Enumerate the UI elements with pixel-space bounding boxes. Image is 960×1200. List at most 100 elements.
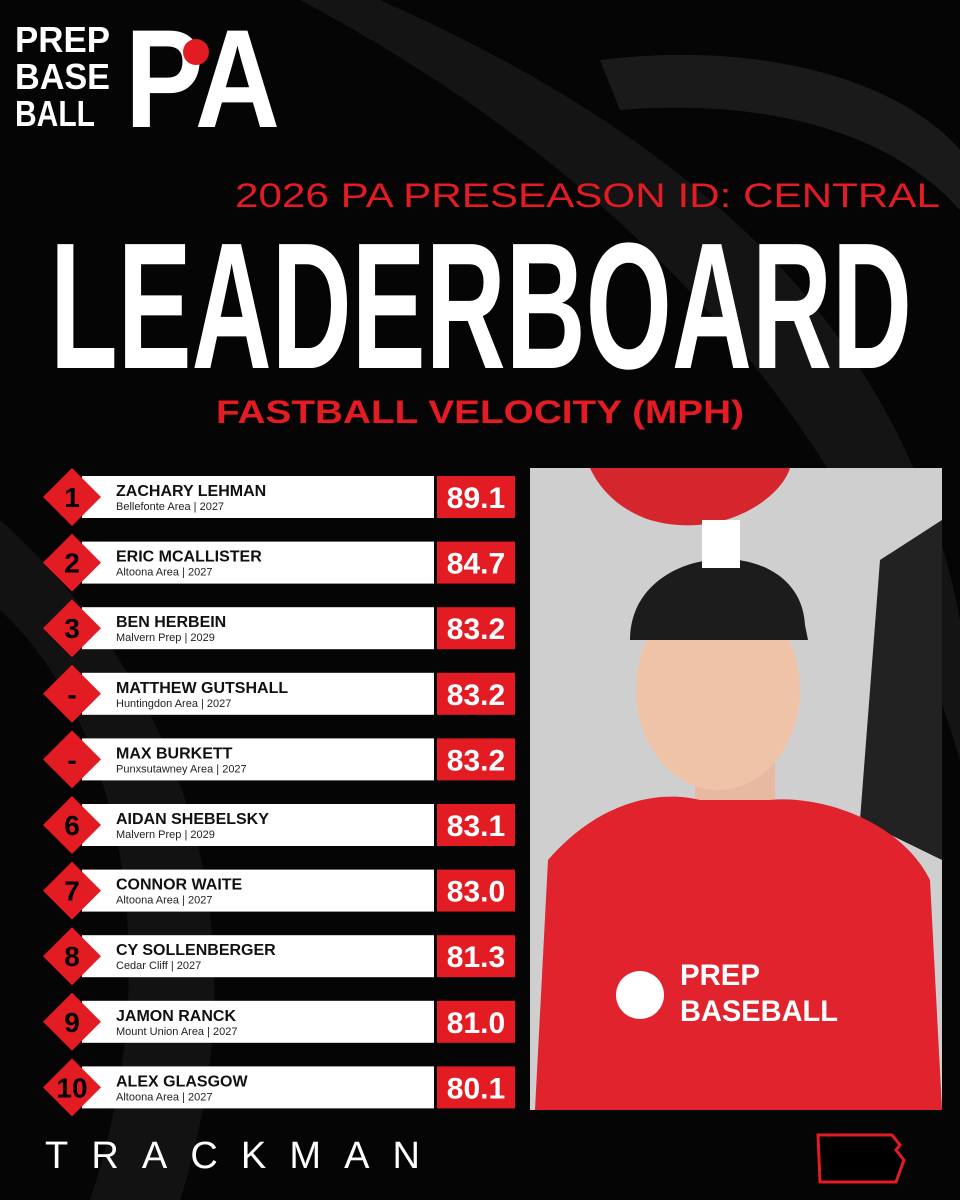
- rank: -: [67, 679, 76, 710]
- value-box: [437, 738, 515, 781]
- logo-line: BASE: [15, 56, 110, 97]
- rank: 3: [64, 613, 80, 644]
- player-name: ALEX GLASGOW: [116, 1073, 248, 1090]
- value-box: [437, 869, 515, 912]
- cap-logo: [702, 520, 740, 568]
- player-detail: Huntingdon Area | 2027: [116, 698, 231, 710]
- player-detail: Altoona Area | 2027: [116, 895, 212, 907]
- row-bar: [82, 672, 434, 715]
- rank-badge: [43, 468, 101, 526]
- state-icon: [816, 1133, 906, 1184]
- player-detail: Mount Union Area | 2027: [116, 1026, 238, 1038]
- row-bar: [82, 935, 434, 978]
- rank-badge: [43, 599, 101, 658]
- rank-badge: [43, 664, 101, 723]
- rank: 6: [64, 810, 80, 841]
- row-bar: [82, 738, 434, 781]
- player-name: ERIC MCALLISTER: [116, 549, 262, 566]
- title: LEADERBOARD: [50, 206, 912, 407]
- row-bar: [82, 869, 434, 912]
- player-name: AIDAN SHEBELSKY: [116, 811, 269, 828]
- row-bar: [82, 1000, 434, 1043]
- rank-badge: [43, 992, 101, 1051]
- rank: 9: [64, 1007, 80, 1038]
- backdrop-shape: [590, 468, 790, 526]
- value-box: [437, 804, 515, 846]
- player-name: JAMON RANCK: [116, 1008, 236, 1025]
- player-name: MATTHEW GUTSHALL: [116, 680, 288, 697]
- velocity: 84.7: [447, 548, 505, 581]
- player-name: CONNOR WAITE: [116, 877, 243, 894]
- rank: 7: [64, 876, 80, 907]
- player-detail: Malvern Prep | 2029: [116, 632, 215, 644]
- logo-line: PREP: [15, 19, 110, 60]
- velocity: 83.2: [447, 744, 505, 777]
- player-detail: Punxsutawney Area | 2027: [116, 763, 247, 775]
- player-detail: Altoona Area | 2027: [116, 1091, 212, 1103]
- logo-ball: [183, 39, 209, 65]
- velocity: 83.1: [447, 810, 505, 843]
- shirt-text: BASEBALL: [680, 995, 838, 1028]
- rank-badge: [43, 533, 101, 592]
- player-detail: Bellefonte Area | 2027: [116, 501, 224, 513]
- rank-badge: [43, 861, 101, 920]
- player-name: CY SOLLENBERGER: [116, 942, 276, 959]
- row-bar: [82, 1066, 434, 1109]
- player-detail: Cedar Cliff | 2027: [116, 960, 201, 972]
- row-bar: [82, 476, 434, 518]
- row-bar: [82, 607, 434, 650]
- player-detail: Altoona Area | 2027: [116, 567, 212, 579]
- rank: 2: [64, 548, 80, 579]
- background-swoosh: [600, 54, 960, 211]
- velocity: 83.2: [447, 679, 505, 712]
- velocity: 81.0: [447, 1007, 505, 1040]
- backdrop-shape: [860, 520, 942, 860]
- player-detail: Malvern Prep | 2029: [116, 829, 215, 841]
- rank-badge: [43, 1058, 101, 1117]
- event-name: 2026 PA PRESEASON ID: CENTRAL: [235, 177, 940, 215]
- background-swoosh: [300, 0, 960, 760]
- value-box: [437, 541, 515, 584]
- logo-line: BALL: [15, 93, 95, 134]
- player-photo: PREP BASEBALL: [530, 468, 942, 1110]
- velocity: 89.1: [447, 482, 505, 515]
- velocity: 83.0: [447, 876, 505, 909]
- value-box: [437, 935, 515, 978]
- player-name: BEN HERBEIN: [116, 614, 226, 631]
- rank: 8: [64, 941, 80, 972]
- value-box: [437, 607, 515, 650]
- velocity: 80.1: [447, 1072, 505, 1105]
- row-bar: [82, 541, 434, 584]
- shirt: [535, 796, 942, 1110]
- player-name: MAX BURKETT: [116, 745, 233, 762]
- row-bar: [82, 804, 434, 846]
- rank: 10: [56, 1072, 87, 1103]
- value-box: [437, 672, 515, 715]
- logo: PREP BASE BALL PA: [15, 0, 280, 157]
- velocity: 83.2: [447, 613, 505, 646]
- rank: -: [67, 744, 76, 775]
- player-name: ZACHARY LEHMAN: [116, 483, 266, 500]
- rank-badge: [43, 730, 101, 789]
- value-box: [437, 1066, 515, 1109]
- value-box: [437, 476, 515, 518]
- subtitle: FASTBALL VELOCITY (MPH): [216, 394, 744, 430]
- cap: [630, 559, 808, 640]
- value-box: [437, 1000, 515, 1043]
- rank-badge: [43, 796, 101, 854]
- rank-badge: [43, 927, 101, 986]
- shirt-logo: [616, 971, 664, 1019]
- shirt-text: PREP: [680, 959, 760, 992]
- logo-mark: PA: [125, 0, 280, 157]
